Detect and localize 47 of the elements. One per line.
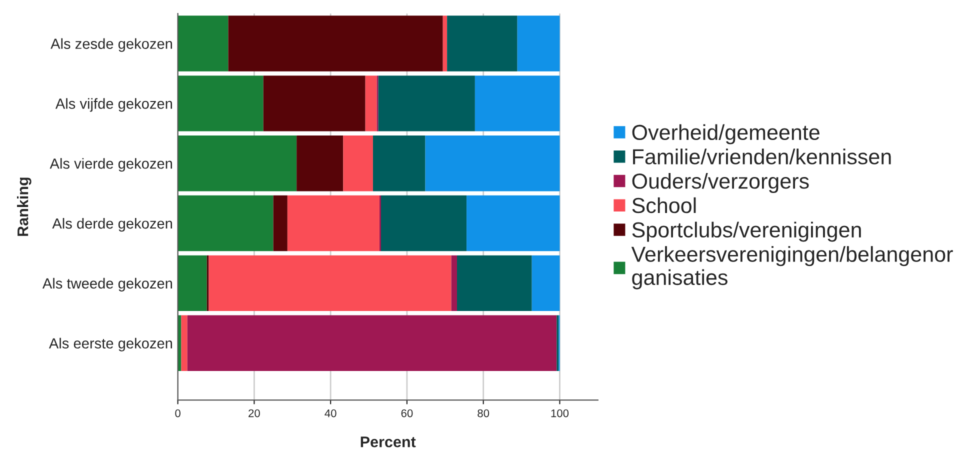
bar [178, 16, 228, 72]
bar [178, 76, 264, 132]
bar [187, 315, 557, 371]
bar [456, 255, 532, 312]
bar [178, 135, 297, 192]
legend-label: Sportclubs/verenigingen [632, 222, 861, 242]
bar [178, 255, 207, 312]
bar [228, 16, 443, 72]
legend-label: Familie/vrienden/kennissen [633, 148, 891, 164]
y-tick-label: Als vierde gekozen [50, 158, 172, 172]
legend-label: Ouders/verzorgers [632, 172, 809, 194]
bar [451, 255, 457, 312]
bar [378, 76, 475, 132]
x-tick-label: 20 [248, 409, 260, 418]
bar [447, 16, 518, 72]
bar [263, 76, 366, 132]
bar [208, 255, 452, 312]
bar [178, 195, 274, 252]
bar [296, 135, 344, 192]
legend-label: Overheid/gemeente [632, 124, 820, 144]
x-tick-label: 100 [551, 409, 569, 418]
legend-label: School [632, 197, 696, 214]
x-tick-label: 0 [175, 409, 180, 418]
y-axis-title: Ranking [17, 178, 32, 236]
x-tick-label: 60 [401, 409, 413, 418]
y-tick-label: Als zesde gekozen [50, 38, 172, 52]
bar [466, 195, 560, 252]
x-tick-label: 40 [324, 409, 336, 418]
x-tick-label: 80 [478, 409, 490, 418]
bar [287, 195, 380, 252]
bar [372, 135, 426, 192]
bar [181, 315, 188, 371]
y-tick-label: Als eerste gekozen [48, 338, 172, 352]
bar [365, 76, 377, 132]
x-axis-title: Percent [360, 436, 416, 448]
legend-label: Verkeersverenigingen/belangenor ganisaties [631, 246, 953, 290]
bar [273, 195, 288, 252]
y-tick-label: Als vijfde gekozen [55, 98, 172, 112]
bar [425, 135, 560, 192]
bar [532, 255, 560, 312]
y-tick-label: Als derde gekozen [52, 218, 172, 232]
bar [380, 195, 467, 252]
bar [517, 16, 560, 72]
y-tick-label: Als tweede gekozen [42, 278, 172, 292]
bar [343, 135, 373, 192]
bar [442, 16, 448, 72]
bar [474, 76, 560, 132]
